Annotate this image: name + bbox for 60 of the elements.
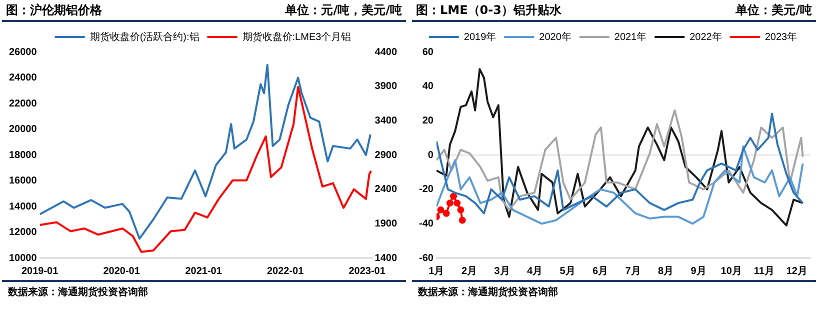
x-tick-label: 2023-01 [348,266,386,277]
x-tick-label: 10月 [720,266,742,277]
x-tick-label: 2月 [461,266,477,277]
y2-tick-label: 3900 [374,81,398,92]
legend-label: 2023年 [764,30,798,43]
y-tick-label: -60 [419,252,434,264]
y-tick-label: 14000 [8,201,38,212]
source-note: 数据来源：海通期货投资咨询部 [412,280,816,304]
legend-label: 2022年 [690,30,722,43]
point [437,206,444,214]
x-tick-label: 6月 [592,266,608,277]
y2-tick-label: 2400 [374,184,398,196]
x-tick-label: 2021-01 [185,266,222,277]
y-tick-label: 0 [428,150,434,161]
x-tick-label: 3月 [494,266,510,277]
y-tick-label: 12000 [8,227,38,238]
point [442,210,450,217]
y2-tick-label: 4400 [374,46,398,58]
y-tick-label: 24000 [8,72,38,84]
y2-tick-label: 1400 [374,252,398,264]
y-tick-label: 18000 [8,150,38,161]
chart-title: 图：沪伦期铝价格 [6,2,102,19]
y-tick-label: 20000 [8,124,38,135]
y-tick-label: 16000 [8,176,38,186]
point [446,200,454,207]
y2-tick-label: 3400 [374,115,398,126]
chart-subtitle: 单位：元/吨，美元/吨 [285,2,402,19]
point [457,206,464,214]
legend-label: 2019年 [464,30,496,43]
source-note: 数据来源：海通期货投资咨询部 [2,280,406,304]
x-tick-label: 2022-01 [266,266,304,277]
legend-label: 2020年 [539,30,572,43]
x-tick-label: 1月 [428,266,444,277]
legend-label: 2021年 [614,30,647,43]
y-tick-label: -20 [419,184,434,196]
y2-tick-label: 1900 [374,218,398,230]
x-tick-label: 4月 [526,266,543,277]
chart-subtitle: 单位：美元/吨 [736,2,812,19]
point [454,200,461,207]
point [458,216,466,224]
x-tick-label: 7月 [625,266,641,277]
x-tick-label: 5月 [560,266,576,277]
y-tick-label: 10000 [8,252,38,264]
x-tick-label: 8月 [658,266,674,277]
x-tick-label: 9月 [690,266,706,277]
chart-title: 图：LME（0-3）铝升贴水 [416,2,562,19]
y-tick-label: 26000 [8,46,38,58]
x-tick-label: 2020-01 [103,266,140,277]
x-tick-label: 2019-01 [21,266,59,277]
y-tick-label: -40 [419,218,434,230]
x-tick-label: 11月 [754,266,774,277]
y2-tick-label: 2900 [374,150,398,161]
y-tick-label: 40 [422,81,434,92]
y-tick-label: 22000 [8,98,38,110]
y-tick-label: 60 [422,46,434,58]
legend-label: 期货收盘价:LME3个月铝 [242,30,352,43]
x-tick-label: 12月 [786,266,808,277]
legend-label: 期货收盘价(活跃合约):铝 [90,30,200,43]
y-tick-label: 20 [422,115,434,126]
point [450,192,457,200]
